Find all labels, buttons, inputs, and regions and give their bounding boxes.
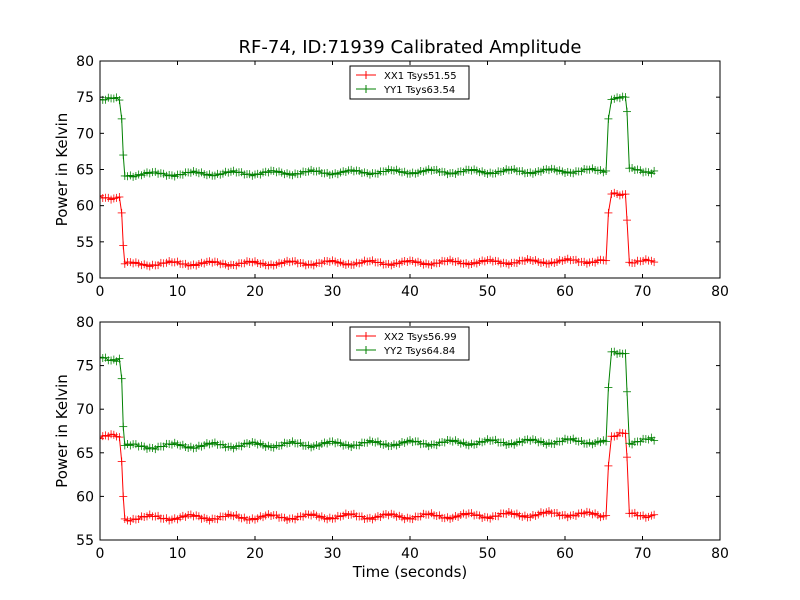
y-tick-label: 50 (76, 271, 94, 287)
x-tick-label: 40 (401, 546, 419, 562)
y-tick-label: 55 (76, 533, 94, 549)
y-tick-label: 65 (76, 446, 94, 462)
x-tick-label: 20 (246, 284, 264, 300)
y-tick-label: 60 (76, 199, 94, 215)
y-tick-label: 60 (76, 489, 94, 505)
chart-title: RF-74, ID:71939 Calibrated Amplitude (239, 37, 582, 58)
x-tick-label: 80 (711, 546, 729, 562)
series-markers (100, 92, 659, 181)
x-tick-label: 30 (324, 284, 342, 300)
y-axis-label: Power in Kelvin (53, 374, 71, 488)
y-tick-label: 75 (76, 359, 94, 375)
legend: XX2 Tsys56.99 YY2 Tsys64.84 (349, 326, 470, 361)
x-tick-label: 10 (169, 284, 187, 300)
chart-bottom: 0 10 20 30 40 50 60 70 80 55 60 65 70 75 80 Power in Ke… (53, 315, 729, 581)
legend-box (349, 65, 470, 100)
chart-top: 0 10 20 30 40 50 60 70 80 50 55 60 65 70 75 80 Power in … (53, 54, 729, 300)
y-tick-label: 70 (76, 126, 94, 142)
legend-label: XX1 Tsys51.55 (384, 71, 457, 82)
y-tick-label: 55 (76, 235, 94, 251)
series-group (100, 92, 659, 271)
y-tick-label: 80 (76, 54, 94, 70)
series-markers (100, 428, 659, 526)
legend-box (349, 326, 470, 361)
x-tick-label: 50 (479, 284, 497, 300)
x-tick-label: 80 (711, 284, 729, 300)
series-group (100, 347, 659, 526)
x-tick-label: 60 (556, 546, 574, 562)
y-axis-label: Power in Kelvin (53, 113, 71, 227)
legend-label: YY1 Tsys63.54 (383, 85, 455, 96)
legend-label: XX2 Tsys56.99 (384, 332, 457, 343)
x-tick-label: 70 (634, 284, 652, 300)
x-tick-label: 10 (169, 546, 187, 562)
y-tick-label: 75 (76, 90, 94, 106)
x-tick-label: 60 (556, 284, 574, 300)
y-tick-label: 70 (76, 402, 94, 418)
x-tick-label: 70 (634, 546, 652, 562)
series-markers (100, 188, 659, 271)
series-markers (100, 347, 659, 454)
x-axis-label: Time (seconds) (352, 563, 468, 581)
y-tick-label: 80 (76, 315, 94, 331)
x-tick-label: 0 (96, 284, 105, 300)
x-tick-label: 30 (324, 546, 342, 562)
x-tick-label: 50 (479, 546, 497, 562)
x-tick-label: 20 (246, 546, 264, 562)
x-tick-label: 0 (96, 546, 105, 562)
legend: XX1 Tsys51.55 YY1 Tsys63.54 (349, 65, 470, 100)
y-tick-label: 65 (76, 163, 94, 179)
x-tick-label: 40 (401, 284, 419, 300)
legend-label: YY2 Tsys64.84 (383, 346, 455, 357)
